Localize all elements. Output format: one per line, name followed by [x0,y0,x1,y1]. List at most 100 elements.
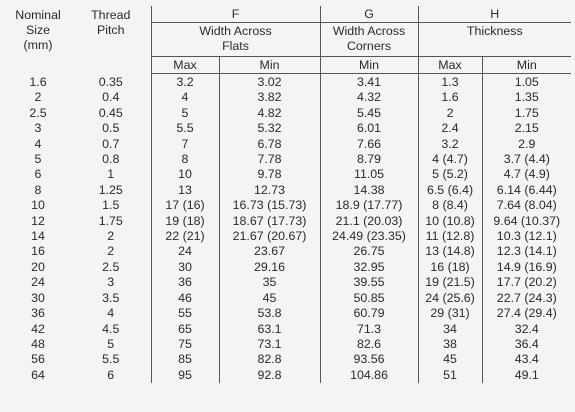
cell-thickness-max: 2 [418,105,483,122]
cell-thickness-min: 10.3 (12.1) [496,229,557,244]
cell-thickness-min: 49.1 [514,367,539,382]
cell-flats-max: 17 (16) [151,198,220,214]
table-row: 56 5.5 85 82.8 93.56 45 43.4 [5,352,571,368]
cell-flats-min: 6.78 [219,136,321,153]
cell-thickness-max: 11 (12.8) [418,229,483,245]
cell-thickness-min: 4.7 (4.9) [503,167,550,182]
header-g-line2: Corners [346,39,392,53]
cell-thread-pitch: 0.45 [71,105,152,122]
cell-flats-min: 9.78 [219,167,321,183]
cell-flats-max: 8 [151,152,220,168]
cell-thread-pitch: 4.5 [71,321,152,337]
cell-thickness-max: 19 (21.5) [418,275,483,291]
cell-thread-pitch: 5.5 [71,352,152,368]
cell-thickness-max: 24 (25.6) [418,290,483,307]
header-nominal-size: Nominal Size (mm) [5,6,71,74]
cell-corners-min: 50.85 [320,290,419,307]
cell-thickness-max: 2.4 [418,121,483,137]
cell-thread-pitch: 1 [71,167,152,183]
cell-nominal-size: 64 [31,367,45,382]
cell-thread-pitch: 0.7 [71,136,152,153]
cell-thickness-max: 16 (18) [418,259,483,276]
cell-flats-min: 16.73 (15.73) [219,198,321,214]
cell-corners-min: 60.79 [320,306,419,322]
cell-thickness-max: 6.5 (6.4) [418,182,483,199]
table-row: 3 0.5 5.5 5.32 6.01 2.4 2.15 [5,121,571,137]
header-nominal-size-line3: (mm) [23,38,53,52]
cell-flats-max: 4 [151,90,220,106]
table-row: 64 6 95 92.8 104.86 51 49.1 [5,367,571,384]
header-width-across-corners: Width Across Corners [320,22,419,57]
cell-thickness-min: 7.64 (8.04) [496,198,557,213]
cell-thickness-min: 36.4 [514,336,539,351]
cell-thickness-min: 17.7 (20.2) [496,275,557,290]
table-body: 1.6 0.35 3.2 3.02 3.41 1.3 1.05 2 0.4 4 3.82 4.32 1.… [5,73,571,384]
table-row: 1.6 0.35 3.2 3.02 3.41 1.3 1.05 [5,73,571,91]
cell-thickness-min: 9.64 (10.37) [493,213,561,228]
cell-thread-pitch: 2 [71,229,152,245]
cell-flats-min: 4.82 [219,105,321,122]
table-row: 20 2.5 30 29.16 32.95 16 (18) 14.9 (16.9) [5,259,571,276]
header-f-line1: Width Across [199,24,272,38]
cell-nominal-size: 56 [31,352,45,367]
cell-thickness-max: 1.3 [418,73,483,91]
cell-flats-max: 65 [151,321,220,337]
cell-nominal-size: 14 [31,229,45,244]
cell-nominal-size: 2.5 [29,105,47,120]
cell-thread-pitch: 1.5 [71,198,152,214]
cell-flats-max: 22 (21) [151,229,220,245]
cell-flats-max: 10 [151,167,220,183]
cell-corners-min: 5.45 [320,105,419,122]
cell-nominal-size: 16 [31,244,45,259]
cell-corners-min: 7.66 [320,136,419,153]
header-nominal-size-line2: Size [25,23,51,37]
cell-flats-min: 35 [219,275,321,291]
cell-thread-pitch: 3.5 [71,290,152,307]
cell-flats-max: 46 [151,290,220,307]
cell-thread-pitch: 4 [71,306,152,322]
cell-nominal-size: 6 [34,167,42,182]
header-letter-g: G [320,6,419,23]
cell-nominal-size: 3 [34,121,42,136]
cell-thickness-min: 22.7 (24.3) [496,290,557,305]
cell-flats-min: 21.67 (20.67) [219,229,321,245]
cell-flats-min: 63.1 [219,321,321,337]
cell-flats-max: 85 [151,352,220,368]
cell-flats-min: 82.8 [219,352,321,368]
cell-flats-max: 55 [151,306,220,322]
cell-thickness-max: 51 [418,367,483,384]
cell-flats-max: 3.2 [151,73,220,91]
table-row: 24 3 36 35 39.55 19 (21.5) 17.7 (20.2) [5,275,571,291]
cell-thickness-max: 4 (4.7) [418,152,483,168]
table-row: 10 1.5 17 (16) 16.73 (15.73) 18.9 (17.77) 8 (… [5,198,571,214]
cell-corners-min: 21.1 (20.03) [320,213,419,230]
cell-flats-min: 3.82 [219,90,321,106]
cell-thickness-min: 2.15 [514,121,539,136]
header-thread-pitch-line2: Pitch [96,23,125,37]
cell-thickness-max: 10 (10.8) [418,213,483,230]
cell-thickness-min: 6.14 (6.44) [496,182,557,197]
cell-nominal-size: 8 [34,182,42,197]
header-h-max: Max [418,56,483,74]
cell-thickness-max: 13 (14.8) [418,244,483,260]
header-thickness: Thickness [418,22,572,57]
cell-thickness-max: 34 [418,321,483,337]
table-row: 12 1.75 19 (18) 18.67 (17.73) 21.1 (20.03) 10… [5,213,571,230]
cell-thread-pitch: 3 [71,275,152,291]
table-row: 8 1.25 13 12.73 14.38 6.5 (6.4) 6.14 (6.44) [5,182,571,199]
cell-thread-pitch: 2 [71,244,152,260]
cell-thickness-min: 43.4 [514,352,539,367]
header-f-max: Max [151,56,220,74]
cell-nominal-size: 4 [34,136,42,151]
cell-flats-max: 75 [151,336,220,353]
cell-thickness-max: 38 [418,336,483,353]
cell-thickness-min: 1.05 [514,75,539,89]
table-row: 4 0.7 7 6.78 7.66 3.2 2.9 [5,136,571,153]
cell-thickness-min: 2.9 [518,136,536,151]
cell-corners-min: 18.9 (17.77) [320,198,419,214]
cell-flats-max: 13 [151,182,220,199]
cell-flats-max: 7 [151,136,220,153]
cell-flats-min: 53.8 [219,306,321,322]
cell-thickness-max: 3.2 [418,136,483,153]
